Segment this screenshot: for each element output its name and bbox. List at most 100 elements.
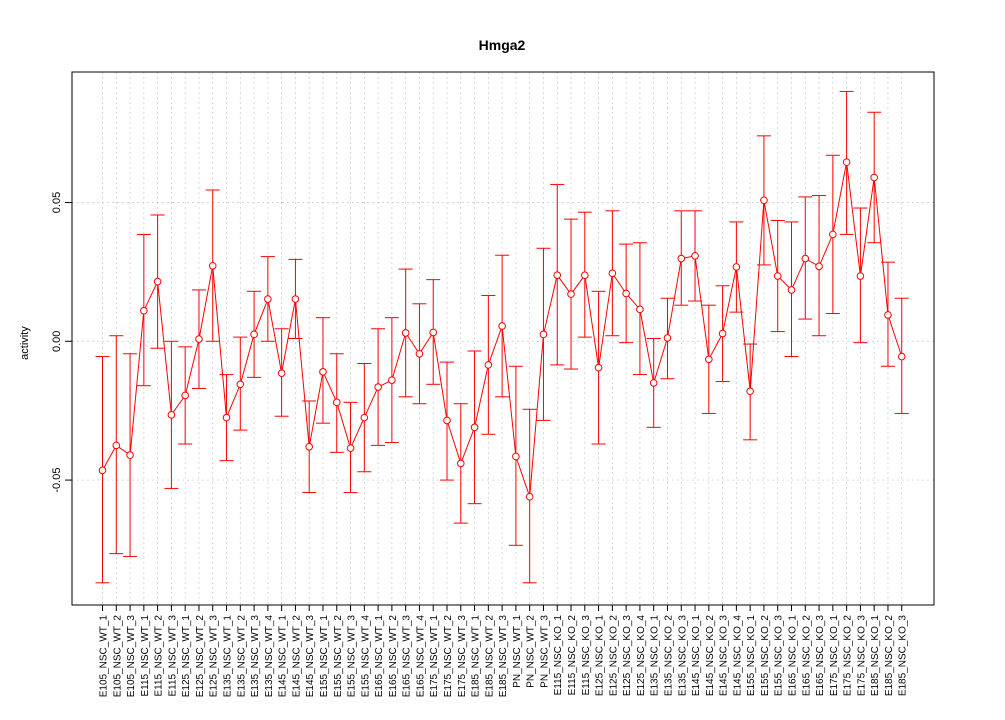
x-tick-label: E155_NSC_WT_2 [333, 615, 344, 698]
data-point [787, 286, 796, 294]
x-tick-label: E175_NSC_WT_1 [429, 615, 440, 698]
data-point [677, 254, 686, 263]
x-tick-label: E125_NSC_KO_3 [622, 615, 633, 697]
x-tick-label: E155_NSC_WT_3 [347, 615, 358, 698]
data-point [512, 452, 520, 461]
x-tick-label: E125_NSC_WT_2 [195, 615, 206, 698]
x-tick-label: E175_NSC_WT_2 [443, 615, 454, 698]
x-tick-label: E155_NSC_KO_1 [746, 615, 757, 697]
data-point [236, 380, 245, 389]
x-tick-label: E115_NSC_WT_1 [140, 615, 151, 697]
data-point [622, 289, 630, 298]
y-axis-label: activity [19, 326, 31, 360]
series [95, 90, 909, 584]
data-point [332, 398, 341, 407]
data-point [401, 329, 410, 337]
data-point [553, 271, 562, 280]
x-tick-label: E115_NSC_KO_3 [581, 615, 592, 696]
x-tick-label: E175_NSC_WT_3 [457, 615, 468, 698]
data-point [195, 335, 203, 343]
x-tick-label: E115_NSC_KO_1 [553, 615, 564, 696]
data-point [718, 329, 727, 338]
data-point [567, 290, 575, 298]
x-tick-label: E145_NSC_KO_3 [719, 615, 730, 697]
data-point [388, 376, 396, 384]
x-tick-label: E155_NSC_WT_4 [360, 615, 371, 698]
chart-title: Hmga2 [479, 37, 526, 53]
x-tick-label: E145_NSC_KO_2 [705, 615, 716, 697]
x-tick-label: E165_NSC_WT_2 [388, 615, 399, 698]
data-point [112, 441, 121, 450]
data-point [746, 387, 754, 396]
data-point [484, 361, 493, 369]
data-point [856, 272, 865, 280]
data-point [360, 413, 369, 422]
data-point [222, 413, 231, 422]
x-tick-label: E145_NSC_KO_4 [732, 615, 743, 697]
data-point [581, 271, 589, 280]
data-point [181, 391, 189, 400]
x-tick-label: E135_NSC_WT_1 [223, 615, 234, 698]
x-tick-label: E185_NSC_WT_2 [484, 615, 495, 698]
data-point [250, 330, 258, 339]
data-point [153, 277, 162, 286]
data-point [539, 330, 548, 339]
data-point [167, 411, 176, 419]
x-tick-label: E175_NSC_KO_3 [856, 615, 867, 697]
x-tick-label: PN_NSC_WT_2 [526, 615, 537, 688]
x-tick-label: E185_NSC_KO_2 [884, 615, 895, 697]
data-point [498, 322, 506, 330]
data-point [870, 173, 878, 182]
x-tick-label: PN_NSC_WT_3 [540, 615, 551, 688]
data-point [525, 492, 534, 501]
x-tick-label: E185_NSC_WT_3 [498, 615, 509, 698]
data-point [346, 444, 355, 452]
plot-frame [71, 71, 935, 606]
y-tick-label: 0.05 [51, 192, 63, 213]
x-tick-label: E145_NSC_WT_1 [278, 615, 289, 698]
x-tick-label: E135_NSC_WT_3 [250, 615, 261, 698]
data-point [636, 305, 644, 314]
data-point [374, 383, 382, 391]
x-tick-label: E125_NSC_WT_1 [181, 615, 192, 698]
x-tick-label: E125_NSC_KO_2 [608, 615, 619, 697]
x-tick-label: E165_NSC_KO_2 [801, 615, 812, 697]
data-point [319, 368, 327, 376]
data-point [732, 263, 741, 271]
data-point [594, 363, 603, 372]
data-point [443, 416, 451, 425]
x-tick-label: E135_NSC_KO_3 [677, 615, 688, 697]
y-axis: -0.05 0.00 0.05 [51, 192, 72, 493]
x-tick-label: E175_NSC_KO_1 [829, 615, 840, 697]
x-tick-label: E145_NSC_WT_2 [291, 615, 302, 698]
data-point [277, 369, 286, 378]
x-tick-label: E135_NSC_KO_2 [664, 615, 675, 697]
data-point [126, 451, 134, 459]
x-tick-label: E135_NSC_WT_2 [236, 615, 247, 698]
x-tick-label: E115_NSC_WT_3 [167, 615, 178, 697]
x-tick-label: E155_NSC_KO_3 [774, 615, 785, 697]
x-tick-label: E115_NSC_WT_2 [154, 615, 165, 697]
x-tick-label: E185_NSC_WT_1 [471, 615, 482, 698]
x-tick-label: E135_NSC_KO_1 [650, 615, 661, 697]
data-point [305, 442, 314, 451]
data-point [608, 269, 617, 278]
data-point [842, 158, 851, 167]
x-tick-label: E105_NSC_WT_1 [99, 615, 110, 698]
y-tick-label: -0.05 [51, 468, 63, 493]
x-axis: E105_NSC_WT_1 E105_NSC_WT_2 E105_NSC_WT_3 E… [99, 605, 909, 697]
x-tick-label: E125_NSC_KO_1 [595, 615, 606, 697]
data-point [140, 306, 148, 315]
x-tick-label: E175_NSC_KO_2 [843, 615, 854, 697]
data-point [208, 261, 217, 270]
x-tick-label: E115_NSC_KO_2 [567, 615, 578, 696]
data-point [649, 379, 658, 387]
x-tick-label: E155_NSC_WT_1 [319, 615, 330, 698]
data-point [429, 328, 438, 337]
x-tick-label: E165_NSC_WT_4 [415, 615, 426, 698]
data-point [815, 262, 823, 271]
x-tick-label: PN_NSC_WT_1 [512, 615, 523, 688]
x-tick-label: E105_NSC_WT_2 [112, 615, 123, 698]
data-point [801, 254, 810, 263]
data-point [456, 459, 465, 468]
